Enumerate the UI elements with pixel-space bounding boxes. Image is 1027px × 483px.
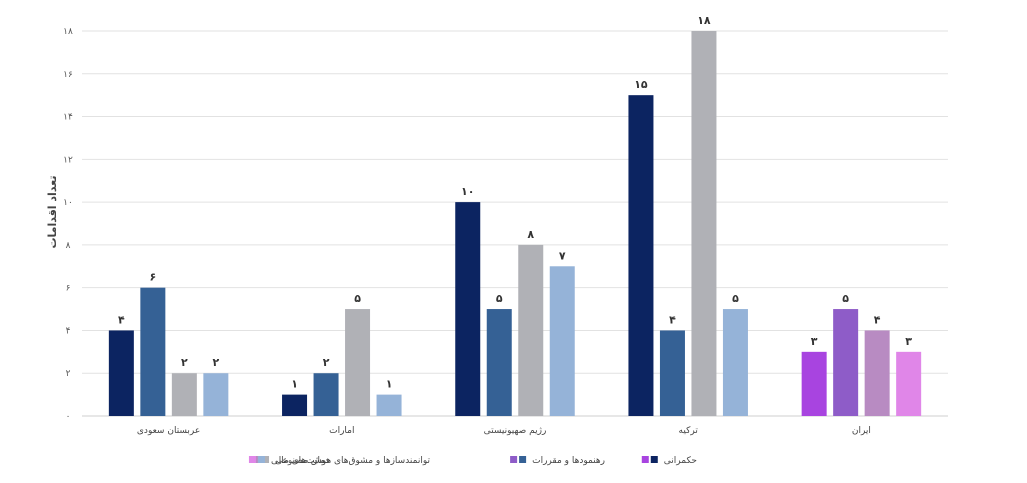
bar	[896, 351, 922, 416]
legend-swatch	[257, 456, 265, 463]
data-label: ۲	[181, 356, 188, 369]
legend-label: توانمندسازها و مشوق‌های هوش مصنوعی	[275, 456, 430, 466]
x-category-label: رژیم صهیونیستی	[484, 426, 547, 436]
y-axis-ticks: ۰ ۲ ۴ ۶ ۸ ۱۰ ۱۲ ۱۴ ۱۶ ۱۸	[63, 27, 73, 422]
bar	[376, 394, 402, 416]
bar	[486, 309, 512, 416]
bar	[518, 244, 544, 416]
bar	[108, 330, 134, 416]
data-label: ۲	[212, 356, 219, 369]
data-label: ۴	[874, 313, 881, 326]
data-label: ۵	[842, 292, 849, 305]
legend-label: حمایت‌های مالی	[271, 456, 331, 466]
x-axis-categories: عربستان سعودی امارات رژیم صهیونیستی ترکیه ای…	[137, 426, 871, 436]
bar	[549, 266, 575, 416]
legend-swatch	[248, 456, 256, 463]
data-label: ۱	[291, 378, 298, 391]
bar	[313, 373, 339, 416]
data-label: ۵	[732, 292, 739, 305]
legend: حکمرانی رهنمودها و مقررات توانمندسازها و م…	[248, 456, 697, 466]
bar	[722, 309, 748, 416]
bar	[864, 330, 890, 416]
data-label: ۵	[496, 292, 503, 305]
bar	[455, 202, 481, 416]
legend-swatch	[641, 456, 649, 463]
data-label: ۳	[811, 335, 818, 348]
y-tick-label: ۲	[66, 369, 71, 379]
y-tick-label: ۱۰	[63, 198, 73, 208]
legend-swatch	[519, 456, 527, 463]
x-category-label: امارات	[329, 426, 354, 436]
x-category-label: عربستان سعودی	[137, 426, 200, 436]
data-label: ۲	[323, 356, 330, 369]
bars	[108, 31, 922, 417]
bar	[801, 351, 827, 416]
y-tick-label: ۱۲	[63, 155, 73, 165]
bar	[345, 309, 371, 416]
legend-swatch	[262, 456, 270, 463]
data-label: ۳	[905, 335, 912, 348]
legend-swatch	[253, 456, 261, 463]
bar	[659, 330, 685, 416]
bar	[140, 287, 166, 416]
y-tick-label: ۱۸	[63, 27, 73, 37]
data-label: ۴	[118, 313, 125, 326]
data-label: ۱۵	[634, 78, 648, 91]
y-tick-label: ۴	[66, 326, 71, 336]
data-labels: ۴ ۶ ۲ ۲ ۱ ۲ ۵ ۱ ۱۰ ۵ ۸ ۷ ۱۵ ۴ ۱۸ ۵ ۳ ۵ ۴ ۳	[118, 14, 912, 391]
legend-label: رهنمودها و مقررات	[532, 456, 605, 466]
data-label: ۸	[527, 228, 534, 241]
data-label: ۱۰	[461, 185, 474, 198]
data-label: ۵	[354, 292, 361, 305]
data-label: ۶	[149, 271, 156, 284]
bar	[171, 373, 197, 416]
bar	[628, 95, 654, 417]
bar	[203, 373, 229, 416]
bar	[282, 394, 308, 416]
x-category-label: ایران	[852, 426, 871, 436]
y-tick-label: ۶	[66, 284, 71, 294]
legend-swatch	[650, 456, 658, 463]
legend-swatch	[510, 456, 518, 463]
data-label: ۱۸	[697, 14, 711, 27]
data-label: ۷	[559, 249, 566, 262]
bar	[833, 309, 859, 416]
y-tick-label: ۰	[66, 412, 71, 422]
data-label: ۱	[386, 378, 393, 391]
x-category-label: ترکیه	[679, 426, 699, 436]
y-axis-label: تعداد اقدامات	[46, 175, 59, 248]
y-tick-label: ۱۶	[63, 70, 73, 80]
legend-label: حکمرانی	[664, 456, 697, 466]
bar	[691, 31, 717, 416]
y-tick-label: ۱۴	[63, 113, 73, 123]
y-tick-label: ۸	[66, 241, 71, 251]
data-label: ۴	[669, 313, 676, 326]
